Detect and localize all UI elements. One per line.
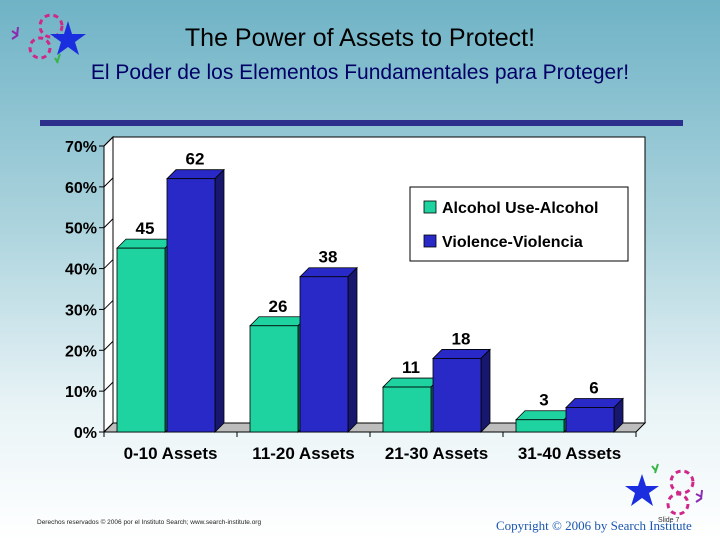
bar — [565, 407, 615, 433]
legend-label: Alcohol Use-Alcohol — [442, 200, 598, 217]
legend-box — [409, 186, 629, 262]
x-tick-label: 0-10 Assets — [124, 444, 218, 463]
data-label: 6 — [589, 378, 598, 397]
legend-swatch — [423, 234, 437, 248]
y-tick-bevel — [103, 422, 114, 433]
legend-swatch — [423, 200, 437, 214]
y-tick-bevel — [103, 300, 114, 310]
copyright-notice: Copyright © 2006 by Search Institute — [496, 518, 692, 533]
data-label: 3 — [539, 391, 548, 410]
bar — [166, 178, 216, 433]
footer-rights-notice: Derechos reservados © 2006 por el Instit… — [37, 519, 262, 526]
y-tick-label: 60% — [65, 180, 97, 197]
bar-top — [249, 316, 308, 327]
data-label: 26 — [269, 297, 288, 316]
star-icon — [625, 463, 703, 516]
bar — [432, 358, 482, 433]
bar-top — [382, 377, 441, 388]
chart-side-wall — [103, 135, 114, 434]
y-tick-bevel — [103, 259, 114, 269]
y-tick-bevel — [103, 340, 114, 351]
legend-label: Violence-Violencia — [442, 234, 583, 251]
dashed-ring-icon — [666, 492, 690, 516]
y-tick-bevel — [103, 218, 114, 229]
slide-number: Slide 7 — [658, 517, 680, 524]
bar-top — [299, 267, 358, 278]
bar — [382, 386, 432, 433]
x-tick-label: 21-30 Assets — [385, 444, 488, 463]
dashed-ring-icon — [28, 36, 52, 60]
data-label: 18 — [452, 329, 471, 348]
bar-side — [480, 348, 491, 433]
y-tick-bevel — [103, 381, 114, 392]
y-tick-label: 70% — [65, 139, 97, 156]
y-tick-label: 40% — [65, 262, 97, 279]
bar — [249, 325, 299, 433]
y-tick-bevel — [103, 136, 114, 147]
dashed-ring-icon — [38, 13, 64, 39]
data-label: 45 — [136, 219, 155, 238]
bar — [515, 419, 565, 433]
title-divider — [40, 120, 683, 126]
bar-side — [214, 168, 225, 433]
slide-title: The Power of Assets to Protect! — [184, 24, 536, 52]
data-label: 38 — [319, 248, 338, 267]
y-tick-label: 30% — [65, 302, 97, 319]
bar — [116, 247, 166, 433]
y-tick-label: 50% — [65, 221, 97, 238]
x-tick-label: 11-20 Assets — [252, 444, 354, 463]
bar-top — [565, 398, 624, 408]
x-tick-label: 31-40 Assets — [518, 444, 621, 463]
data-label: 11 — [402, 358, 420, 377]
bar-top — [166, 169, 225, 180]
star-icon — [11, 13, 86, 64]
bar — [299, 276, 349, 433]
dashed-ring-icon — [669, 469, 695, 495]
slide-subtitle: El Poder de los Elementos Fundamentales … — [90, 61, 630, 84]
y-tick-bevel — [103, 177, 114, 188]
y-tick-label: 10% — [65, 384, 97, 401]
data-label: 62 — [186, 150, 205, 169]
y-tick-label: 20% — [65, 343, 97, 360]
y-tick-label: 0% — [74, 425, 97, 442]
bar-top — [116, 238, 175, 249]
bar-side — [347, 266, 358, 433]
bar-top — [432, 349, 491, 359]
bar-top — [515, 410, 574, 421]
